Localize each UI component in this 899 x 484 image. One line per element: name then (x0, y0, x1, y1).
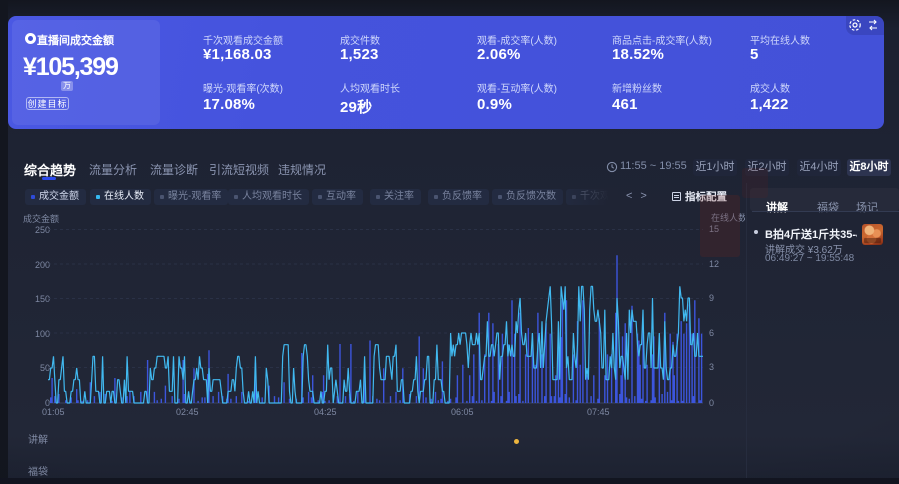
svg-text:250: 250 (35, 225, 50, 235)
svg-text:07:45: 07:45 (587, 407, 610, 417)
svg-text:100: 100 (35, 329, 50, 339)
svg-text:50: 50 (40, 363, 50, 373)
svg-text:04:25: 04:25 (314, 407, 337, 417)
svg-text:0: 0 (709, 398, 714, 408)
svg-text:0: 0 (45, 398, 50, 408)
svg-text:成交金额: 成交金额 (23, 213, 59, 224)
svg-text:6: 6 (709, 328, 714, 338)
svg-text:3: 3 (709, 362, 714, 372)
svg-text:150: 150 (35, 294, 50, 304)
svg-text:在线人数: 在线人数 (711, 212, 745, 223)
svg-text:06:05: 06:05 (451, 407, 474, 417)
svg-text:12: 12 (709, 259, 719, 269)
svg-text:01:05: 01:05 (42, 407, 65, 417)
svg-text:02:45: 02:45 (176, 407, 199, 417)
svg-text:200: 200 (35, 260, 50, 270)
svg-text:9: 9 (709, 293, 714, 303)
svg-text:15: 15 (709, 224, 719, 234)
